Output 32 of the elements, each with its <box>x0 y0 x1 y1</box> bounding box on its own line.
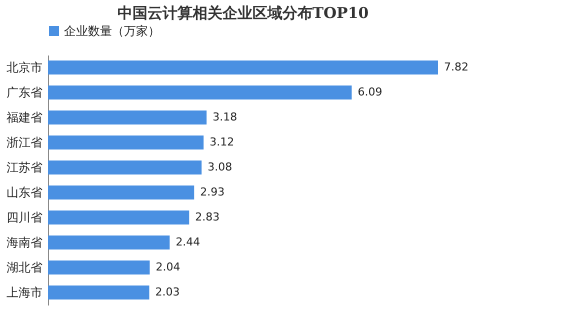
data-label: 3.12 <box>210 136 234 148</box>
legend-label: 企业数量（万家） <box>64 24 160 38</box>
data-label: 2.03 <box>155 286 180 298</box>
y-tick-label: 福建省 <box>6 110 42 124</box>
data-label: 2.44 <box>176 236 200 248</box>
bar <box>48 86 352 100</box>
bar <box>48 160 202 174</box>
bar <box>48 260 150 274</box>
data-label: 2.93 <box>200 186 225 198</box>
data-label: 7.82 <box>444 60 468 74</box>
y-tick-label: 湖北省 <box>6 260 42 274</box>
y-tick-label: 江苏省 <box>6 160 42 174</box>
bar <box>48 136 204 150</box>
bar <box>48 236 170 250</box>
data-label: 2.04 <box>156 260 180 274</box>
y-tick-label: 上海市 <box>6 286 42 300</box>
y-tick-label: 四川省 <box>6 210 42 224</box>
y-tick-label: 北京市 <box>6 60 42 74</box>
data-label: 6.09 <box>358 86 382 98</box>
bar <box>48 186 194 200</box>
bar <box>48 60 438 74</box>
bar <box>48 210 190 224</box>
data-label: 2.83 <box>195 210 220 224</box>
bar <box>48 110 207 124</box>
y-tick-label: 山东省 <box>6 186 42 200</box>
y-tick-label: 海南省 <box>6 236 42 250</box>
chart-title: 中国云计算相关企业区域分布TOP10 <box>117 4 369 22</box>
y-tick-label: 广东省 <box>6 86 42 100</box>
bar <box>48 286 150 300</box>
data-label: 3.08 <box>208 160 232 174</box>
y-tick-label: 浙江省 <box>6 136 42 150</box>
data-label: 3.18 <box>212 110 238 124</box>
